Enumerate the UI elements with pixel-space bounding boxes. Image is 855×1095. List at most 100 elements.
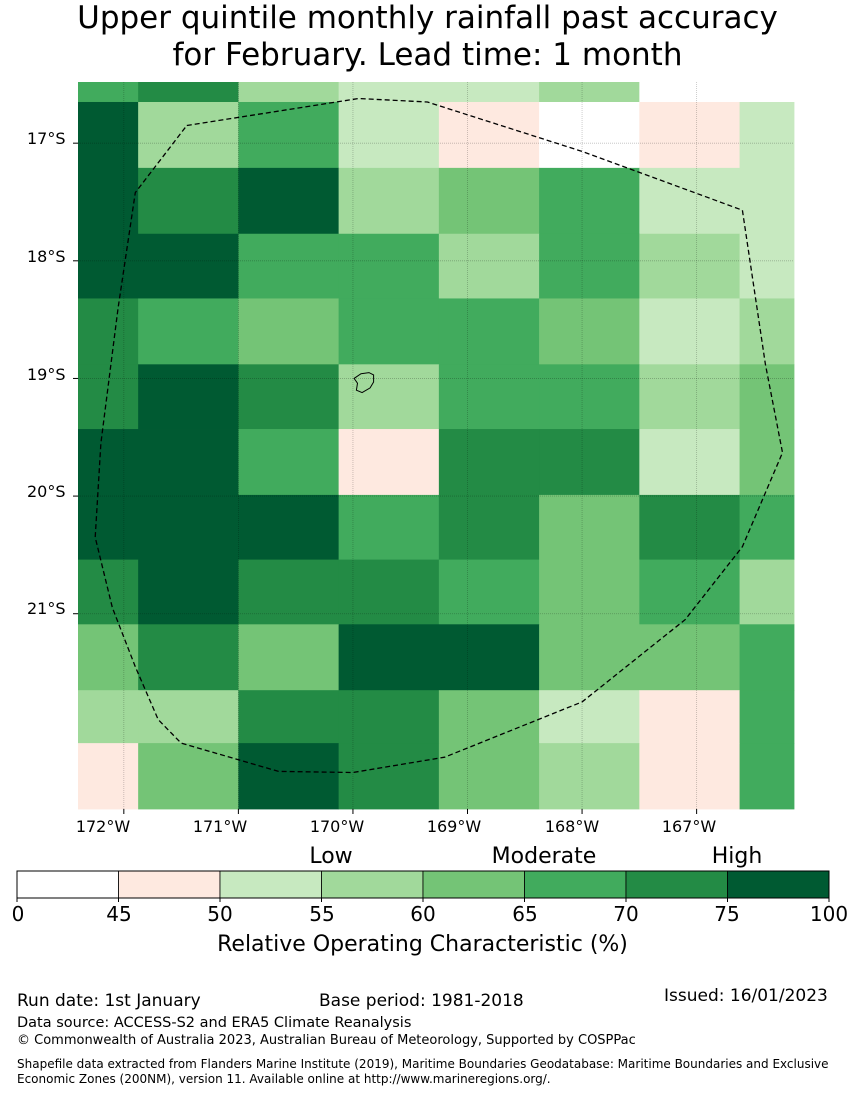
grid-cell <box>338 494 440 561</box>
grid-cell <box>238 429 340 496</box>
grid-cell <box>138 101 239 169</box>
grid-cell <box>639 233 740 299</box>
grid-cell <box>78 429 139 496</box>
grid-cell <box>539 690 640 744</box>
category-low: Low <box>309 844 353 869</box>
grid-cell <box>138 364 239 430</box>
colorbar-segment <box>321 870 424 899</box>
grid-cell <box>739 559 795 625</box>
title-line-2: for February. Lead time: 1 month <box>172 37 683 73</box>
grid-cell <box>138 624 239 691</box>
grid-cell <box>338 559 440 625</box>
colorbar-tick: 50 <box>207 902 233 926</box>
grid-cell <box>438 494 540 561</box>
title-line-1: Upper quintile monthly rainfall past acc… <box>77 0 778 36</box>
colorbar-segment <box>625 870 728 899</box>
colorbar-segment <box>219 870 322 899</box>
grid-cell <box>539 101 640 169</box>
grid-cell <box>739 743 795 810</box>
grid-cell <box>539 743 640 810</box>
grid-cell <box>78 624 139 691</box>
lon-label: 168°W <box>544 817 600 836</box>
rainfall-grid <box>78 82 795 810</box>
colorbar-tick: 70 <box>613 902 639 926</box>
grid-cell <box>438 690 540 744</box>
grid-cell <box>78 167 139 235</box>
grid-cell <box>78 743 139 810</box>
grid-cell <box>138 429 239 496</box>
grid-cell <box>539 559 640 625</box>
grid-cell <box>78 494 139 561</box>
grid-cell <box>539 167 640 235</box>
grid-cell <box>238 559 340 625</box>
grid-cell <box>78 233 139 299</box>
graticule <box>73 82 794 814</box>
grid-cell <box>238 82 340 103</box>
grid-cell <box>138 233 239 299</box>
grid-cell <box>78 364 139 430</box>
grid-cell <box>438 364 540 430</box>
grid-cell <box>338 101 440 169</box>
issued-date: Issued: 16/01/2023 <box>664 986 828 1006</box>
eez-boundary <box>94 97 784 774</box>
grid-cell <box>739 364 795 430</box>
grid-cell <box>238 298 340 365</box>
grid-cell <box>539 429 640 496</box>
grid-cell <box>739 624 795 691</box>
grid-cell <box>739 429 795 496</box>
grid-cell <box>138 690 239 744</box>
grid-cell <box>138 167 239 235</box>
grid-cell <box>138 494 239 561</box>
lon-label: 171°W <box>192 817 248 836</box>
shapefile-credit-line-2: Economic Zones (200NM), version 11. Avai… <box>17 1072 551 1086</box>
grid-cell <box>438 101 540 169</box>
colorbar-tick: 60 <box>410 902 436 926</box>
grid-cell <box>539 364 640 430</box>
grid-cell <box>739 298 795 365</box>
grid-cell <box>238 624 340 691</box>
grid-cell <box>338 429 440 496</box>
grid-cell <box>739 494 795 561</box>
grid-cell <box>639 101 740 169</box>
grid-cell <box>438 429 540 496</box>
colorbar-segment <box>727 870 830 899</box>
grid-cell <box>739 167 795 235</box>
lon-label: 172°W <box>75 817 131 836</box>
colorbar-tick: 100 <box>809 902 849 926</box>
grid-cell <box>338 624 440 691</box>
grid-cell <box>338 690 440 744</box>
colorbar-tick: 0 <box>11 902 25 926</box>
grid-cell <box>338 233 440 299</box>
grid-cell <box>639 494 740 561</box>
grid-cell <box>639 743 740 810</box>
grid-cell <box>238 233 340 299</box>
grid-cell <box>639 82 740 103</box>
grid-cell <box>238 743 340 810</box>
lat-label: 21°S <box>27 599 66 618</box>
grid-cell <box>138 743 239 810</box>
grid-cell <box>338 167 440 235</box>
grid-cell <box>739 690 795 744</box>
grid-cell <box>639 429 740 496</box>
category-high: High <box>711 844 763 869</box>
colorbar-title: Relative Operating Characteristic (%) <box>217 932 628 957</box>
lon-label: 169°W <box>426 817 482 836</box>
grid-cell <box>438 624 540 691</box>
colorbar-segment <box>16 870 119 899</box>
grid-cell <box>739 82 795 103</box>
grid-cell <box>639 364 740 430</box>
colorbar-segment <box>118 870 221 899</box>
lat-label: 18°S <box>27 247 66 266</box>
grid-cell <box>138 559 239 625</box>
grid-cell <box>539 82 640 103</box>
grid-cell <box>78 298 139 365</box>
lon-label: 167°W <box>661 817 717 836</box>
grid-cell <box>438 167 540 235</box>
grid-cell <box>639 624 740 691</box>
grid-cell <box>238 167 340 235</box>
lat-label: 17°S <box>27 129 66 148</box>
grid-cell <box>438 559 540 625</box>
colorbar-tick: 55 <box>309 902 335 926</box>
grid-cell <box>739 233 795 299</box>
